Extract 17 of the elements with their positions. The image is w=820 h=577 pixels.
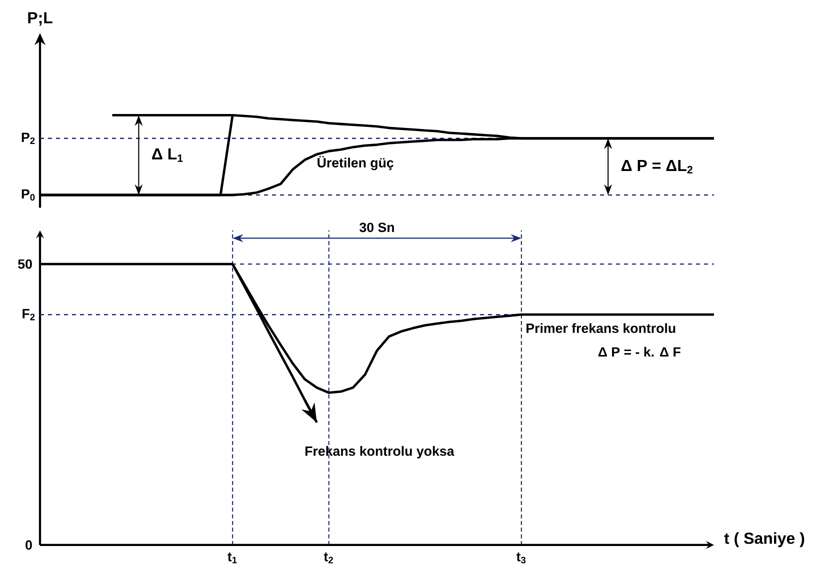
x-tick-label: t$_{1}$ bbox=[228, 552, 237, 564]
y-tick-label: 50 bbox=[18, 259, 32, 269]
annotation: Δ L$_{1}$ bbox=[152, 148, 183, 162]
y-tick-label: 0 bbox=[26, 540, 32, 550]
ref-line-label: P$_{0}$ bbox=[22, 189, 35, 201]
ref-line-label: F$_{2}$ bbox=[22, 309, 35, 320]
annotation: Frekans kontrolu yoksa bbox=[305, 446, 454, 458]
x-axis-title: t ( Saniye ) bbox=[724, 532, 804, 548]
x-tick-label: t$_{3}$ bbox=[516, 552, 526, 564]
annotation: Primer frekans kontrolu bbox=[526, 323, 676, 333]
annotation: 30 Sn bbox=[360, 222, 394, 232]
annotation: Δ P = - k. Δ F bbox=[598, 346, 680, 357]
annotation: Δ P = ΔL$_{2}$ bbox=[621, 160, 692, 174]
annotation: Üretilen güç bbox=[318, 156, 394, 170]
ref-line-label: P$_{2}$ bbox=[22, 132, 35, 144]
y-axis-title: P;L bbox=[28, 12, 52, 26]
x-tick-label: t$_{2}$ bbox=[324, 552, 333, 564]
